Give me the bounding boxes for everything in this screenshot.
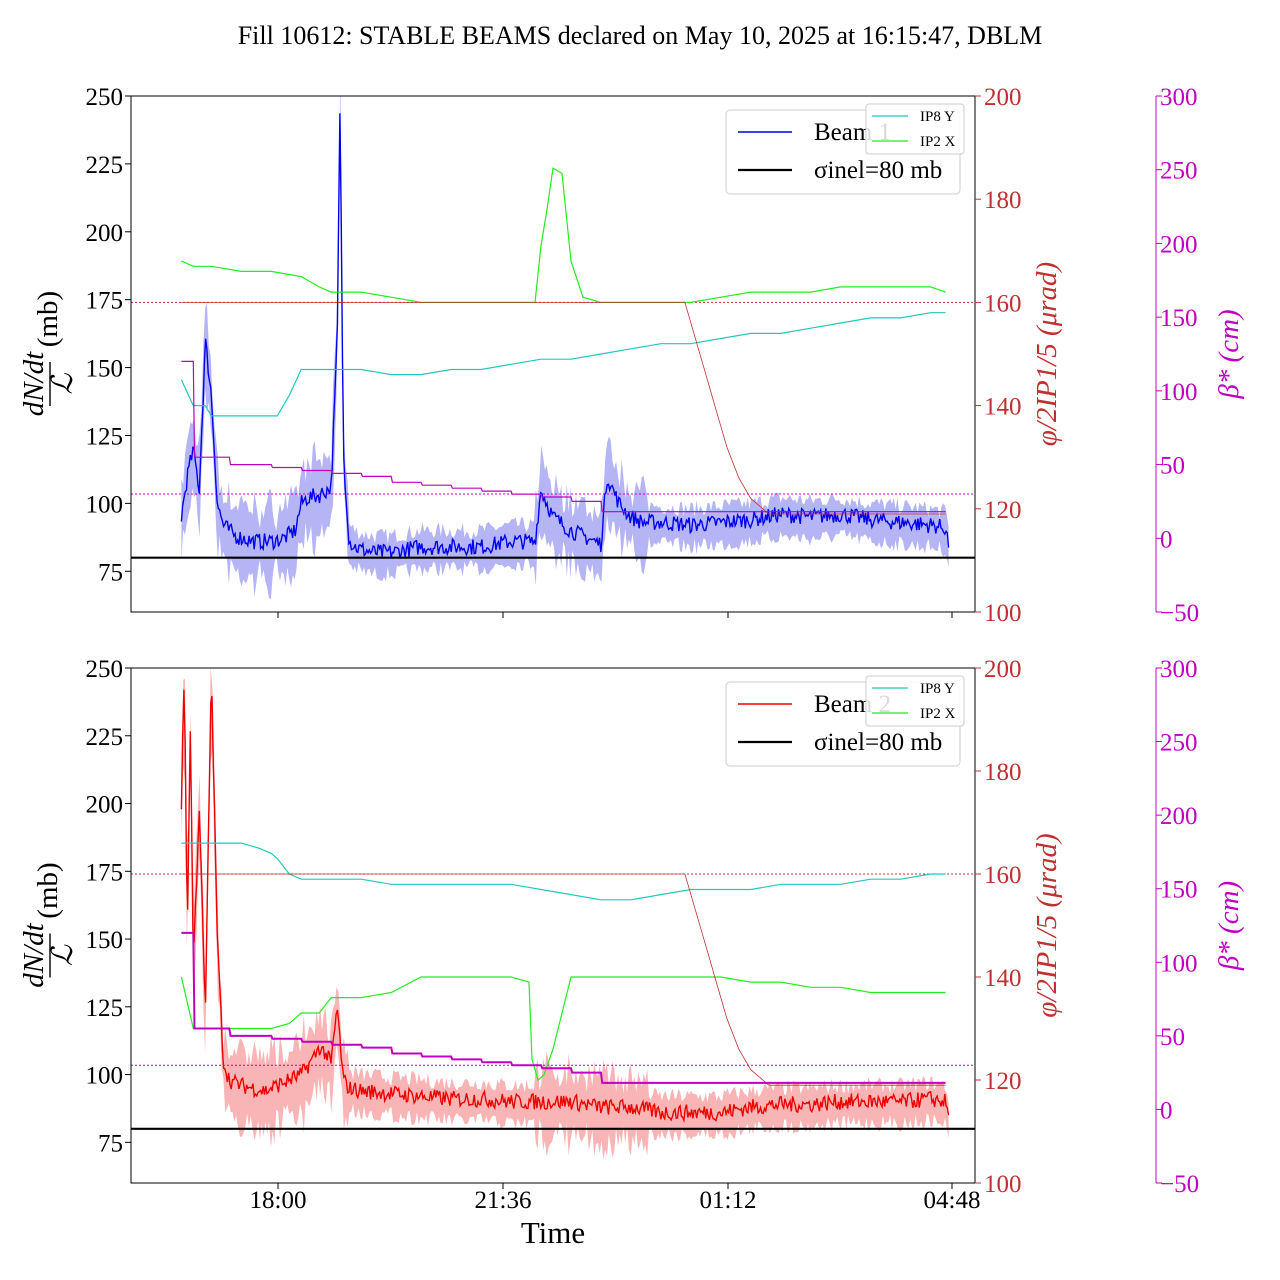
plot-area xyxy=(131,96,975,599)
left-tick-label: 250 xyxy=(86,84,124,111)
left-tick-label: 100 xyxy=(86,1063,124,1090)
right1-tick-label: 160 xyxy=(984,290,1022,317)
right2-tick-label: 0 xyxy=(1160,1097,1173,1124)
right1-tick-label: 160 xyxy=(984,862,1022,889)
figure-title: Fill 10612: STABLE BEAMS declared on May… xyxy=(238,21,1043,50)
left-tick-label: 100 xyxy=(86,491,124,518)
series-ip2-x xyxy=(180,976,946,1082)
right2-axis-label: β* (cm) xyxy=(1213,309,1245,399)
x-tick-label: 21:36 xyxy=(475,1187,532,1214)
right2-tick-label: 100 xyxy=(1160,950,1198,977)
right2-tick-label: 300 xyxy=(1160,656,1198,683)
left-tick-label: 250 xyxy=(86,656,124,683)
legend-label-ip2x: IP2 X xyxy=(920,706,956,722)
legend-label-ip8y: IP8 Y xyxy=(920,681,955,697)
series-beam-1 xyxy=(180,113,950,559)
left-tick-label: 225 xyxy=(86,152,124,179)
right2-tick-label: 100 xyxy=(1160,379,1198,406)
right2-tick-label: 50 xyxy=(1160,453,1185,480)
right2-tick-label: 300 xyxy=(1160,84,1198,111)
right2-tick-label: 250 xyxy=(1160,730,1198,757)
right2-tick-label: 150 xyxy=(1160,305,1198,332)
left-tick-label: 75 xyxy=(98,559,123,586)
left-tick-label: 200 xyxy=(86,792,124,819)
left-tick-label: 225 xyxy=(86,724,124,751)
left-tick-label: 200 xyxy=(86,220,124,247)
series-beam-2 xyxy=(180,689,950,1124)
right1-axis-label: φ/2IP1/5 (μrad) xyxy=(1031,833,1063,1017)
right1-tick-label: 180 xyxy=(984,187,1022,214)
x-axis-label: Time xyxy=(521,1215,585,1250)
left-axis-label-unit: (mb) xyxy=(32,291,64,347)
right2-tick-label: 150 xyxy=(1160,877,1198,904)
series-series xyxy=(181,931,946,1084)
left-tick-label: 75 xyxy=(98,1130,123,1157)
panel-bottom: 75 100 125 150 175 200 225 250 100 120 140 160 180 20… xyxy=(18,656,1245,1198)
right1-tick-label: 100 xyxy=(984,1171,1022,1198)
series-crossing-angle xyxy=(181,873,946,1086)
right2-tick-label: −50 xyxy=(1160,1171,1199,1198)
series-crossing-angle xyxy=(181,301,946,515)
left-axis-label-denominator: ℒ xyxy=(47,944,79,966)
legend-label-sigma: σinel=80 mb xyxy=(814,157,942,184)
left-tick-label: 125 xyxy=(86,423,124,450)
left-tick-label: 175 xyxy=(86,859,124,886)
left-tick-label: 175 xyxy=(86,288,124,315)
left-axis-label: dN/dtℒ (mb) xyxy=(18,291,79,416)
right1-tick-label: 140 xyxy=(984,965,1022,992)
series-ip8-y xyxy=(180,312,946,417)
right2-tick-label: −50 xyxy=(1160,600,1199,627)
x-tick-label: 18:00 xyxy=(250,1187,307,1214)
legend-label-sigma: σinel=80 mb xyxy=(814,729,942,756)
right2-axis-label: β* (cm) xyxy=(1213,881,1245,971)
left-axis-label-unit: (mb) xyxy=(32,862,64,918)
x-tick-label: 01:12 xyxy=(700,1187,757,1214)
series-series xyxy=(181,360,946,513)
right1-tick-label: 100 xyxy=(984,600,1022,627)
right2-tick-label: 50 xyxy=(1160,1024,1185,1051)
legend-label-ip2x: IP2 X xyxy=(920,134,956,150)
right1-tick-label: 140 xyxy=(984,394,1022,421)
left-tick-label: 150 xyxy=(86,356,124,383)
left-axis-label-numerator: dN/dt xyxy=(18,351,50,416)
right1-tick-label: 120 xyxy=(984,1068,1022,1095)
right1-tick-label: 200 xyxy=(984,656,1022,683)
x-tick-labels: 18:00 21:36 01:12 04:48 xyxy=(250,1187,981,1214)
left-axis-label: dN/dtℒ (mb) xyxy=(18,862,79,987)
panel-top: 75 100 125 150 175 200 225 250 100 120 140 160 180 20… xyxy=(18,84,1245,627)
beam-band xyxy=(181,96,949,599)
left-axis-label-denominator: ℒ xyxy=(47,372,79,394)
plot-area xyxy=(131,668,975,1160)
series-ip8-y xyxy=(181,842,946,901)
right1-tick-label: 180 xyxy=(984,759,1022,786)
series-ip2-x xyxy=(181,167,946,303)
x-tick-label: 04:48 xyxy=(924,1187,981,1214)
plot-frame xyxy=(130,667,976,1184)
right2-tick-label: 250 xyxy=(1160,158,1198,185)
left-tick-label: 150 xyxy=(86,927,124,954)
right2-tick-label: 0 xyxy=(1160,526,1173,553)
legend-label-ip8y: IP8 Y xyxy=(920,109,955,125)
beam-band xyxy=(181,668,949,1160)
right2-tick-label: 200 xyxy=(1160,803,1198,830)
right1-tick-label: 200 xyxy=(984,84,1022,111)
right1-tick-label: 120 xyxy=(984,497,1022,524)
right2-tick-label: 200 xyxy=(1160,231,1198,258)
plot-frame xyxy=(130,95,976,613)
left-axis-label-numerator: dN/dt xyxy=(18,922,50,987)
left-tick-label: 125 xyxy=(86,995,124,1022)
right1-axis-label: φ/2IP1/5 (μrad) xyxy=(1031,262,1063,446)
